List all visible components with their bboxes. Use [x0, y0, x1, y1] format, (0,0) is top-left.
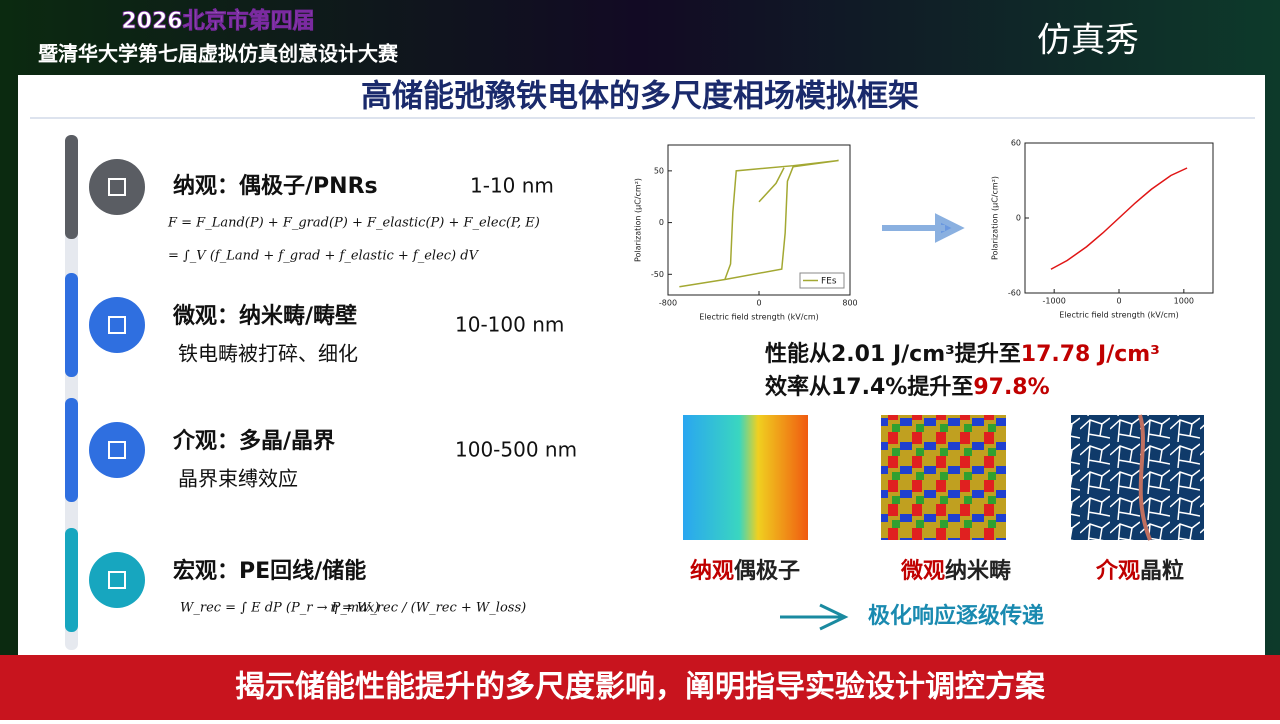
- grain-boundary-path: [1138, 414, 1152, 541]
- timeline-track: [65, 135, 78, 650]
- result-line-part: 性能从2.01 J/cm³提升至: [765, 341, 1021, 367]
- y-tick-label: 60: [1011, 139, 1021, 148]
- chart-arrow: [882, 213, 965, 243]
- meso-image: [1071, 415, 1204, 540]
- equation: W_rec = ∫ E dP (P_r → P_max): [180, 601, 379, 616]
- scale-icon: [89, 159, 145, 215]
- x-axis-label: Electric field strength (kV/cm): [1059, 311, 1178, 320]
- x-tick-label: 0: [1116, 297, 1121, 306]
- equation: F = F_Land(P) + F_grad(P) + F_elastic(P)…: [167, 216, 540, 231]
- scale-icon-glyph: [108, 316, 126, 334]
- header-line2: 暨清华大学第七届虚拟仿真创意设计大赛: [38, 42, 399, 66]
- result-line-part: 效率从17.4%提升至: [765, 374, 973, 400]
- scale-icon: [89, 297, 145, 353]
- legend-label: FEs: [821, 277, 837, 287]
- x-tick-label: 0: [756, 299, 761, 308]
- footer-band: [0, 655, 1280, 720]
- x-axis-label: Electric field strength (kV/cm): [699, 313, 818, 322]
- scale-range: 1-10 nm: [470, 174, 554, 198]
- image-caption-part: 晶粒: [1140, 558, 1184, 584]
- scale-range: 100-500 nm: [455, 438, 577, 462]
- footer-text: 揭示储能性能提升的多尺度影响，阐明指导实验设计调控方案: [235, 670, 1046, 705]
- scale-label: 微观：纳米畴/畴壁: [172, 303, 357, 329]
- scale-note: 铁电畴被打碎、细化: [178, 342, 358, 366]
- timeline-segment: [65, 135, 78, 239]
- y-tick-label: 50: [654, 166, 664, 175]
- y-axis-label: Polarization (μC/cm²): [634, 178, 643, 262]
- series-line: [1050, 167, 1188, 270]
- scale-note: 晶界束缚效应: [178, 467, 298, 491]
- equation: η = W_rec / (W_rec + W_loss): [330, 601, 526, 616]
- scale-label: 宏观：PE回线/储能: [173, 558, 366, 584]
- micro-image: [881, 415, 1006, 540]
- header-line1: 2026北京市第四届: [121, 8, 314, 34]
- series-line: [679, 159, 839, 288]
- content-panel: [18, 75, 1265, 655]
- logo: 仿真秀: [1037, 21, 1139, 61]
- x-tick-label: 1000: [1174, 297, 1194, 306]
- x-tick-label: -800: [659, 299, 677, 308]
- y-tick-label: -60: [1008, 289, 1021, 298]
- scale-label: 介观：多晶/晶界: [172, 428, 335, 454]
- flow-text: 极化响应逐级传递: [868, 603, 1044, 629]
- slide-title: 高储能弛豫铁电体的多尺度相场模拟框架: [361, 79, 919, 115]
- image-caption-part: 偶极子: [734, 559, 800, 584]
- result-line: 性能从2.01 J/cm³提升至17.78 J/cm³: [765, 341, 1160, 367]
- scale-icon: [89, 552, 145, 608]
- image-caption-part: 微观: [900, 558, 945, 584]
- scale-icon-glyph: [108, 441, 126, 459]
- image-caption-part: 纳米畴: [945, 558, 1011, 584]
- flow-arrow: [780, 603, 849, 631]
- scale-icon-glyph: [108, 571, 126, 589]
- nano-image: [683, 415, 808, 540]
- timeline-segment: [65, 398, 78, 502]
- legend-box: [799, 272, 845, 289]
- equation: = ∫_V (f_Land + f_grad + f_elastic + f_e…: [168, 249, 480, 264]
- y-tick-label: 0: [659, 218, 664, 227]
- scale-range: 10-100 nm: [455, 313, 564, 337]
- scale-icon: [89, 422, 145, 478]
- image-caption: 介观晶粒: [1095, 558, 1184, 584]
- image-caption-part: 介观: [1095, 558, 1140, 584]
- timeline-segment: [65, 528, 78, 632]
- image-caption: 微观纳米畴: [900, 558, 1011, 584]
- image-caption: 纳观偶极子: [690, 558, 800, 584]
- result-line: 效率从17.4%提升至97.8%: [765, 374, 1050, 400]
- x-tick-label: 800: [842, 299, 857, 308]
- result-line-part: 17.78 J/cm³: [1021, 342, 1160, 367]
- y-tick-label: 0: [1016, 214, 1021, 223]
- timeline-segment: [65, 273, 78, 377]
- result-line-part: 97.8%: [973, 375, 1049, 400]
- image-caption-part: 纳观: [690, 558, 734, 584]
- y-tick-label: -50: [651, 270, 664, 279]
- y-axis-label: Polarization (μC/cm²): [991, 176, 1000, 260]
- scale-label: 纳观：偶极子/PNRs: [173, 173, 378, 199]
- scale-icon-glyph: [108, 178, 126, 196]
- x-tick-label: -1000: [1043, 297, 1066, 306]
